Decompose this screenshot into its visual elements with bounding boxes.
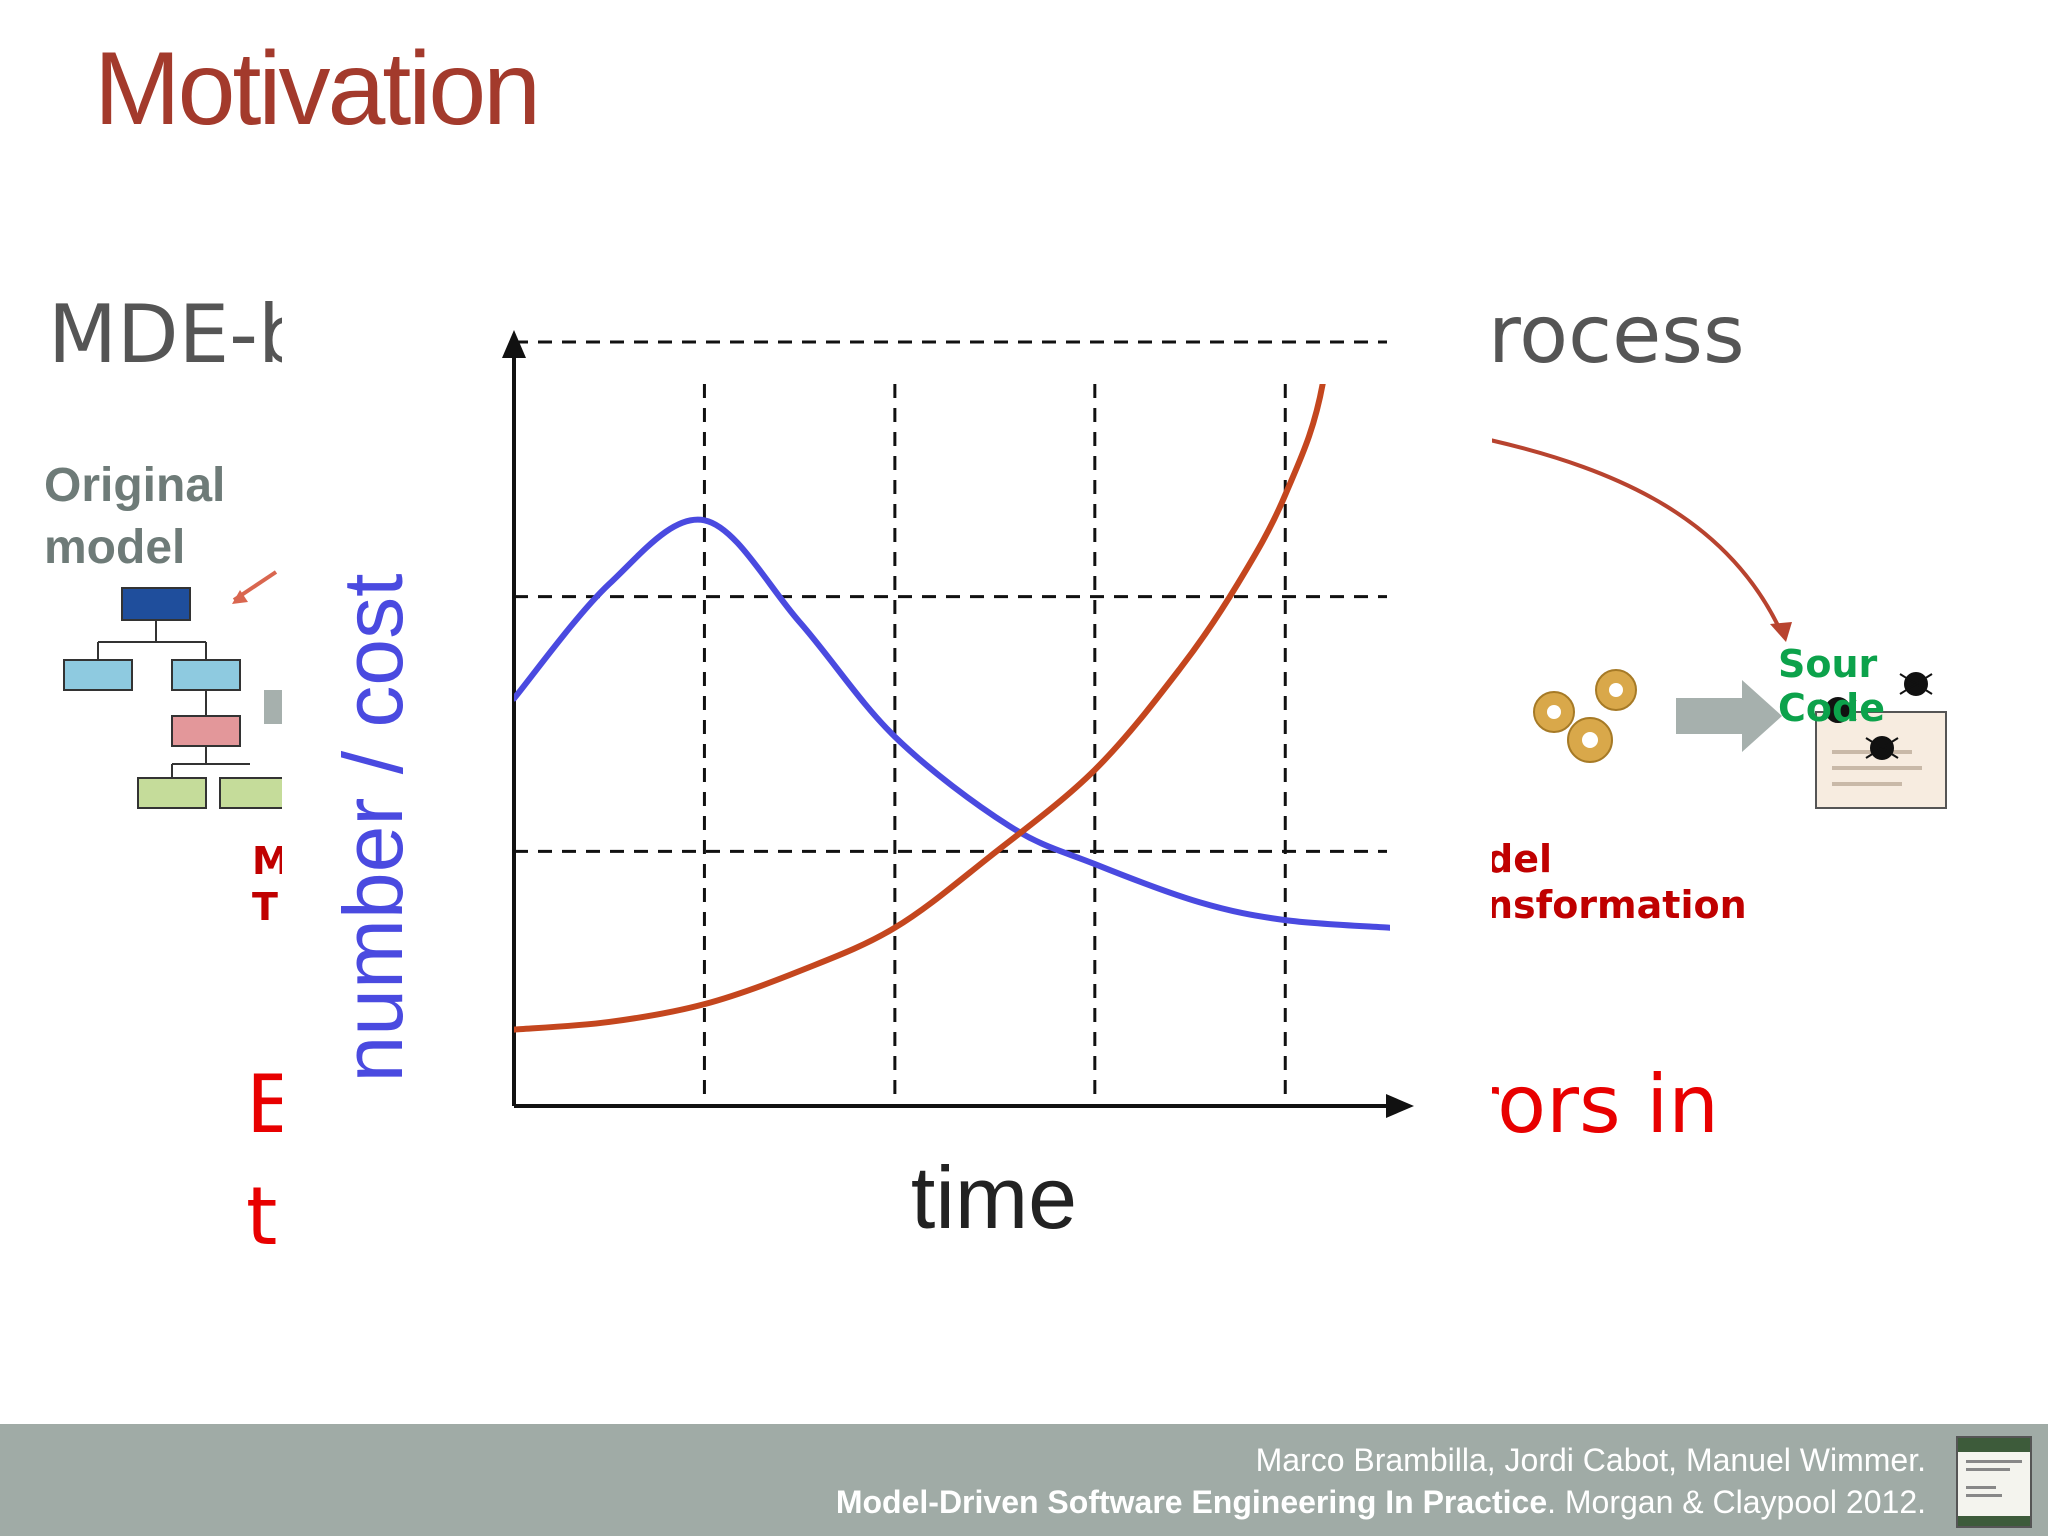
tree-root-node <box>121 587 191 621</box>
transformation-left-line2: T <box>252 885 278 929</box>
y-axis-label: number / cost <box>326 574 420 1083</box>
tree-child-node <box>171 659 241 691</box>
transformation-label-right: del nsformation <box>1486 836 1747 928</box>
bottom-text-right: rors in <box>1466 1058 1720 1151</box>
footer-publisher: . Morgan & Claypool 2012. <box>1547 1484 1926 1520</box>
transformation-right-line2: nsformation <box>1486 883 1747 927</box>
subtitle-left-fragment: MDE-b <box>48 288 309 381</box>
tree-child-node <box>63 659 133 691</box>
slide-title: Motivation <box>94 31 541 147</box>
footer-bar: Marco Brambilla, Jordi Cabot, Manuel Wim… <box>0 1424 2048 1536</box>
original-model-label: Original model <box>44 455 304 579</box>
right-arrow-icon <box>1676 680 1782 752</box>
subtitle-right-fragment: rocess <box>1488 288 1745 381</box>
tree-leaf-node <box>137 777 207 809</box>
original-label-line1: Original <box>44 459 226 512</box>
chart-overlay: time number / cost <box>282 298 1492 1258</box>
footer-citation: Model-Driven Software Engineering In Pra… <box>836 1484 1926 1521</box>
series-line-1 <box>514 516 1390 931</box>
footer-authors: Marco Brambilla, Jordi Cabot, Manuel Wim… <box>1255 1442 1926 1478</box>
gears-icon <box>1533 669 1637 763</box>
bug-icon <box>1819 672 1933 760</box>
series-line-2 <box>514 384 1326 1033</box>
source-code-document-icon <box>1815 672 1947 809</box>
footer-book-title: Model-Driven Software Engineering In Pra… <box>835 1484 1548 1520</box>
book-cover-thumbnail <box>1956 1436 2032 1528</box>
source-code-label: Sour Code <box>1778 642 1885 730</box>
bottom-text-left-line2: t <box>246 1170 278 1263</box>
x-axis-arrowhead <box>1386 1094 1414 1118</box>
tree-grandchild-node <box>171 715 241 747</box>
number-cost-over-time-chart: time number / cost <box>326 330 1414 1247</box>
x-axis-label: time <box>911 1148 1077 1247</box>
y-axis-arrowhead <box>502 330 526 358</box>
curved-arrow <box>1489 438 1792 642</box>
tree-leaf-node <box>219 777 289 809</box>
y-axis-label-group: number / cost <box>326 574 420 1083</box>
original-label-line2: model <box>44 521 186 574</box>
original-model-diagram <box>63 570 294 809</box>
transformation-right-line1: del <box>1486 837 1552 881</box>
